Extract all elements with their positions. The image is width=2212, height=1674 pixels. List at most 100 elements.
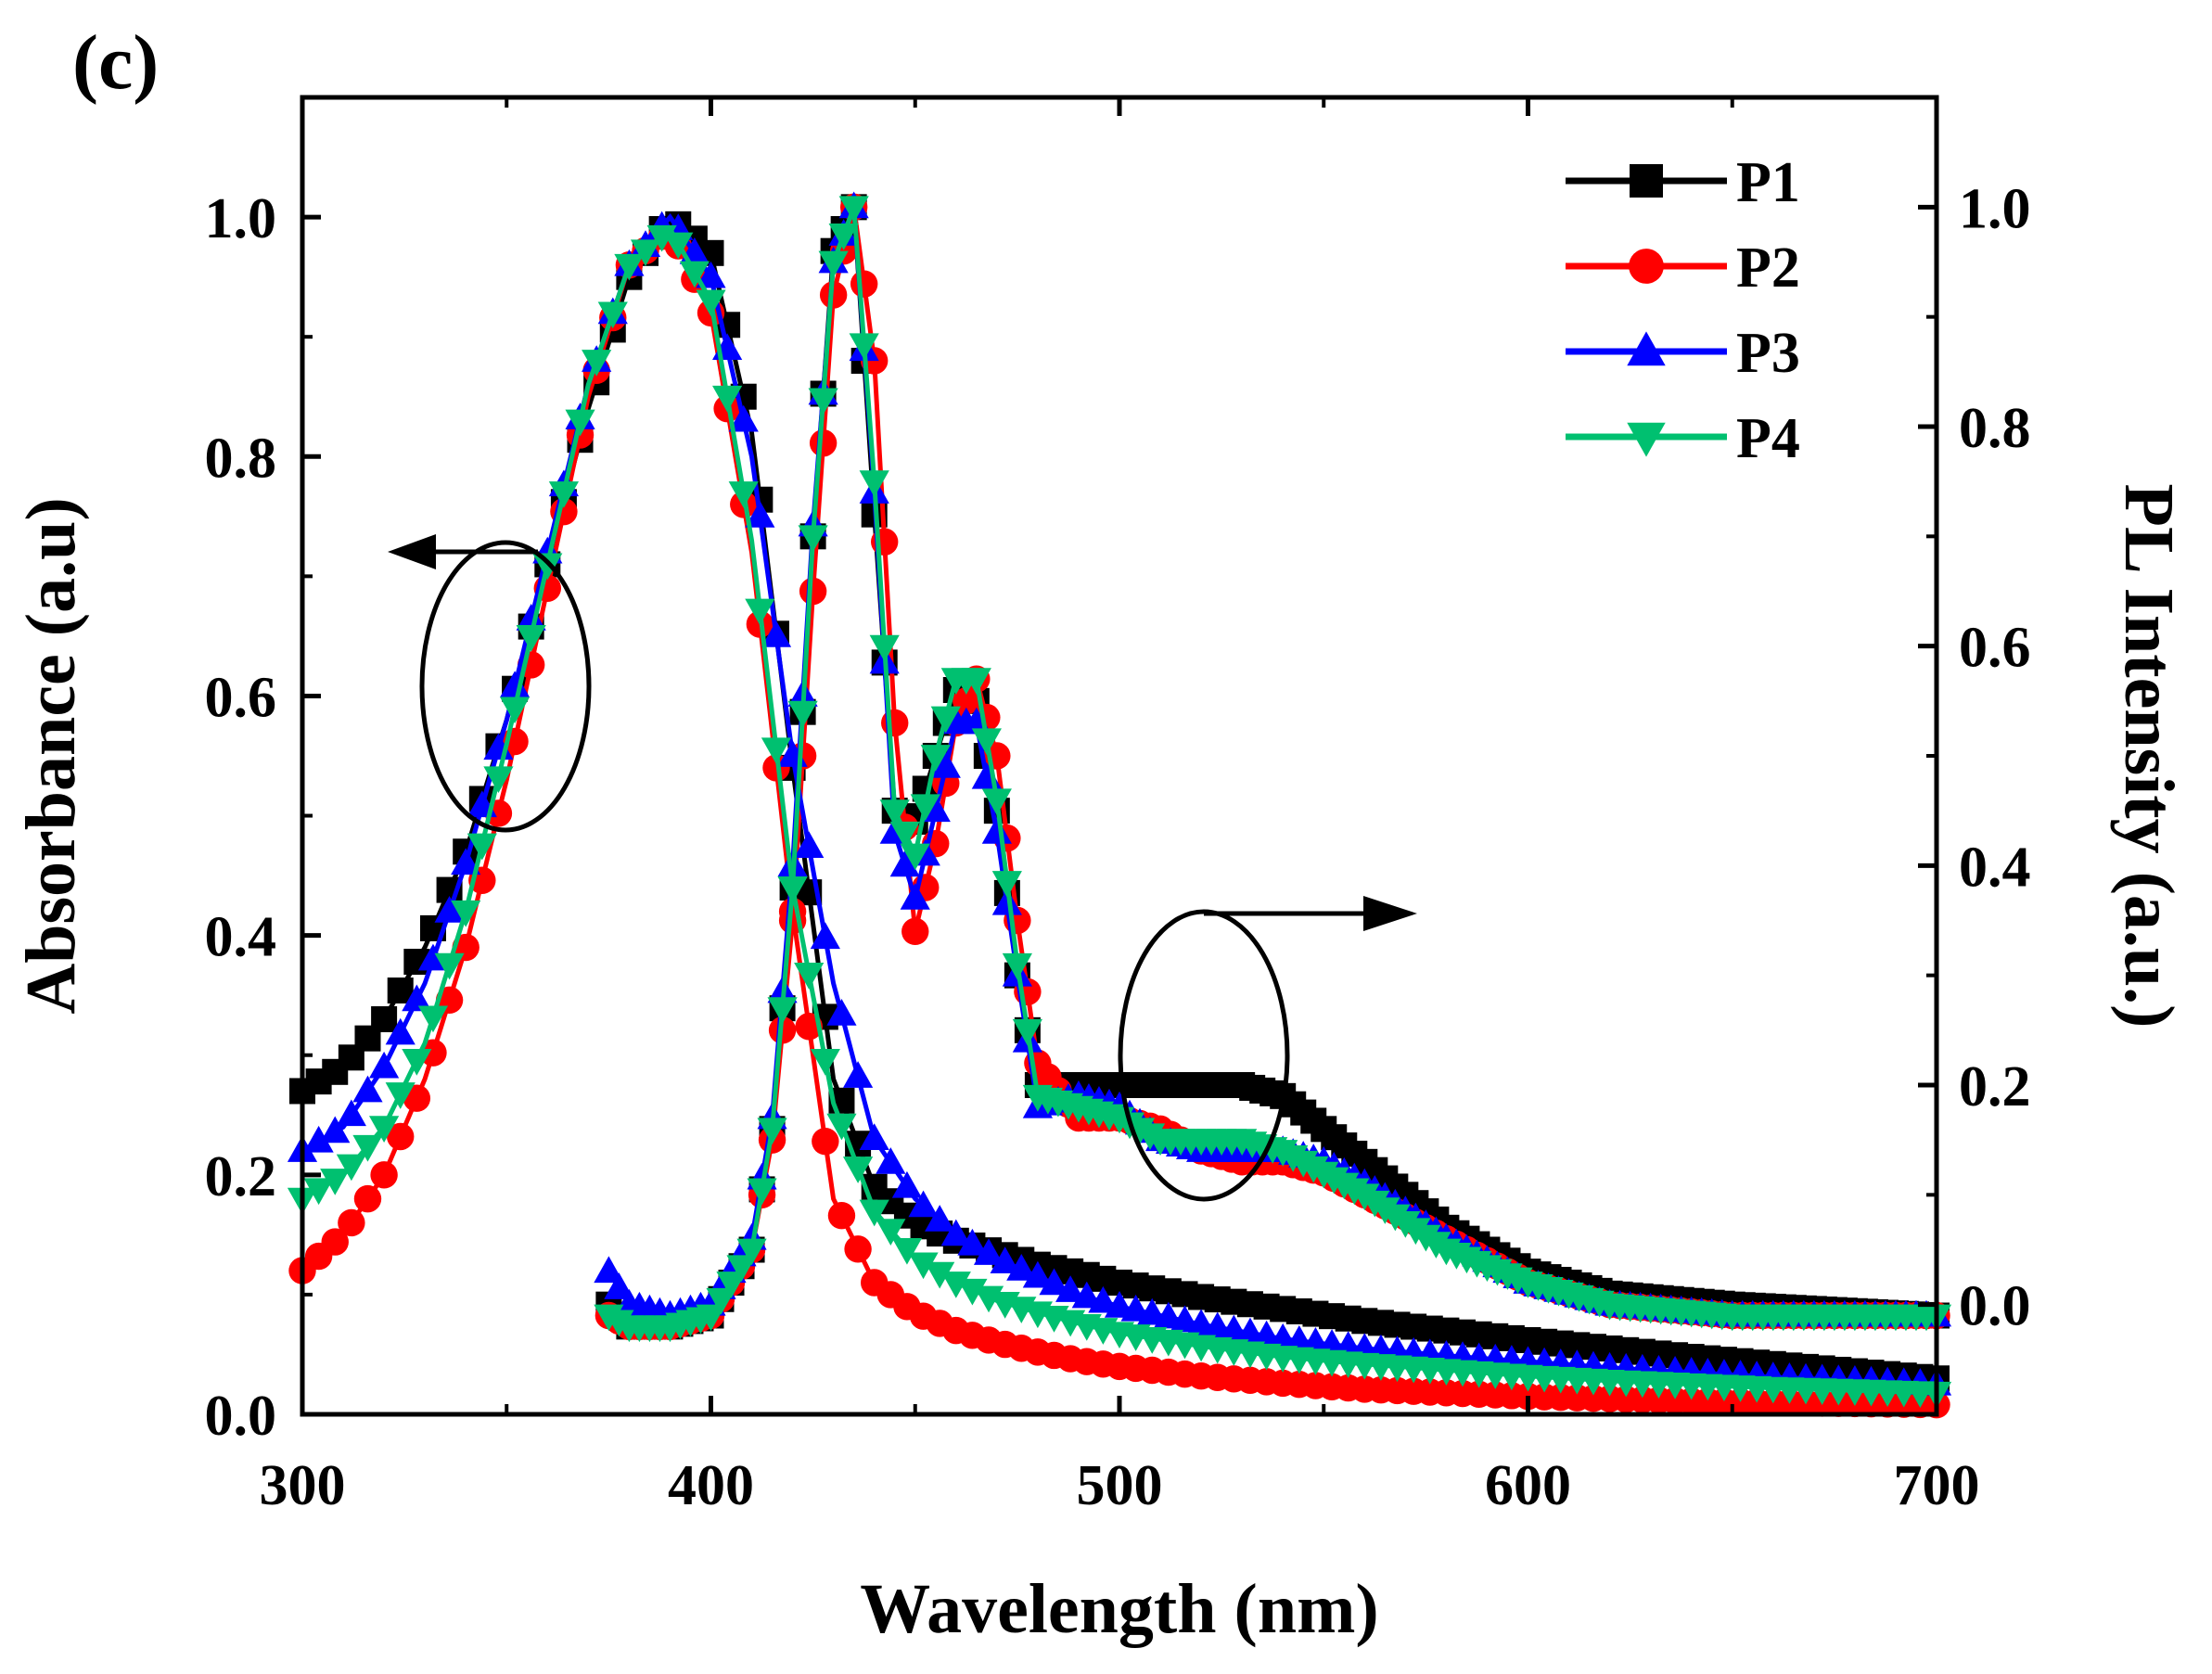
p4-pl-point bbox=[747, 1178, 777, 1206]
p4-absorbance-point bbox=[402, 1048, 432, 1076]
left-y-axis-title: Absorbance (a.u) bbox=[12, 497, 90, 1014]
right-y-tick-label: 0.0 bbox=[1959, 1275, 2031, 1338]
p4-absorbance-point bbox=[483, 766, 514, 794]
p3-absorbance-point bbox=[973, 1238, 1004, 1265]
p2-absorbance-point bbox=[419, 1039, 447, 1067]
legend: P1 P2 P3 P4 bbox=[1566, 151, 1800, 470]
p4-absorbance-point bbox=[925, 1261, 955, 1289]
p3-absorbance-point bbox=[826, 999, 857, 1026]
p4-absorbance-point bbox=[957, 1278, 988, 1306]
p4-absorbance-series bbox=[287, 224, 1952, 1409]
legend-item-p1: P1 bbox=[1566, 151, 1800, 214]
p3-absorbance-point bbox=[794, 831, 825, 859]
x-tick-label: 600 bbox=[1485, 1454, 1571, 1517]
p1-absorbance-point bbox=[371, 1006, 398, 1032]
p4-absorbance-point bbox=[908, 1252, 939, 1280]
left-axis-annotation bbox=[388, 534, 592, 833]
right-axis-annotation bbox=[1118, 896, 1417, 1202]
left-y-tick-label: 0.6 bbox=[205, 666, 277, 729]
p4-absorbance-point bbox=[532, 553, 563, 581]
p3-absorbance-point bbox=[745, 501, 775, 528]
p3-pl-point bbox=[900, 883, 930, 910]
x-tick-label: 700 bbox=[1894, 1454, 1980, 1517]
p4-pl-point bbox=[879, 799, 910, 826]
p4-absorbance-point bbox=[876, 1219, 906, 1246]
p4-pl-point bbox=[706, 1287, 736, 1315]
right-y-tick-label: 0.2 bbox=[1959, 1055, 2031, 1118]
p3-absorbance-point bbox=[369, 1051, 400, 1079]
right-y-tick-label: 0.8 bbox=[1959, 397, 2031, 460]
p4-pl-point bbox=[991, 871, 1022, 898]
legend-label: P4 bbox=[1736, 407, 1800, 470]
legend-label: P2 bbox=[1736, 236, 1800, 300]
right-arrow-icon bbox=[1363, 896, 1417, 931]
p4-pl-point bbox=[777, 876, 808, 903]
p4-absorbance-point bbox=[663, 232, 694, 260]
absorbance-ellipse bbox=[419, 540, 592, 833]
p2-pl-point bbox=[799, 577, 827, 606]
p3-absorbance-point bbox=[925, 1205, 955, 1232]
p3-absorbance-point bbox=[810, 922, 840, 950]
p2-pl-point bbox=[809, 429, 837, 457]
p4-absorbance-point bbox=[810, 1048, 840, 1076]
p2-absorbance-point bbox=[321, 1228, 349, 1256]
x-axis-ticks: 300 400 500 600 700 bbox=[260, 97, 1980, 1517]
x-axis-title: Wavelength (nm) bbox=[860, 1570, 1378, 1648]
p4-pl-point bbox=[696, 1304, 726, 1332]
p4-absorbance-point bbox=[597, 301, 628, 329]
p4-absorbance-point bbox=[336, 1154, 366, 1182]
p4-pl-point bbox=[859, 470, 889, 497]
p4-pl-point bbox=[889, 821, 920, 849]
p4-absorbance-point bbox=[630, 239, 661, 267]
p2-absorbance-point bbox=[353, 1184, 382, 1213]
p3-absorbance-point bbox=[940, 1219, 971, 1246]
p4-absorbance-point bbox=[891, 1237, 923, 1265]
p4-pl-point bbox=[828, 224, 859, 250]
p3-absorbance-point bbox=[451, 848, 481, 875]
p4-pl-series bbox=[594, 196, 1952, 1343]
p3-absorbance-point bbox=[761, 620, 792, 647]
p4-pl-point bbox=[849, 333, 879, 361]
p3-absorbance-point bbox=[859, 1123, 889, 1150]
p4-pl-point bbox=[838, 196, 869, 224]
legend-label: P3 bbox=[1736, 322, 1800, 385]
left-y-tick-label: 0.4 bbox=[205, 906, 277, 969]
right-y-tick-label: 0.6 bbox=[1959, 617, 2031, 680]
p4-absorbance-point bbox=[761, 737, 792, 765]
right-y-tick-label: 0.4 bbox=[1959, 836, 2031, 899]
p4-absorbance-point bbox=[451, 900, 481, 927]
p4-pl-point bbox=[930, 706, 961, 734]
p1-absorbance-line bbox=[300, 213, 1937, 1381]
p4-absorbance-point bbox=[582, 350, 612, 377]
p3-absorbance-point bbox=[908, 1190, 939, 1218]
p3-pl-point bbox=[604, 1272, 634, 1299]
p4-pl-point bbox=[798, 525, 828, 553]
p4-absorbance-point bbox=[826, 1113, 857, 1141]
p4-pl-point bbox=[971, 728, 1002, 756]
p3-absorbance-point bbox=[434, 896, 465, 923]
p4-pl-point bbox=[869, 634, 900, 662]
p2-absorbance-point bbox=[844, 1235, 872, 1263]
left-y-tick-label: 0.8 bbox=[205, 427, 277, 490]
p4-absorbance-point bbox=[548, 481, 580, 508]
left-y-tick-label: 0.2 bbox=[205, 1145, 277, 1208]
p4-absorbance-point bbox=[565, 409, 595, 437]
p2-absorbance-point bbox=[370, 1161, 398, 1189]
p3-absorbance-point bbox=[336, 1099, 366, 1127]
p2-absorbance-point bbox=[812, 1127, 839, 1156]
p4-absorbance-point bbox=[794, 963, 825, 990]
p3-absorbance-series bbox=[287, 211, 1952, 1396]
p4-absorbance-point bbox=[614, 253, 645, 281]
p4-pl-point bbox=[1012, 1018, 1042, 1046]
p4-pl-point bbox=[767, 997, 798, 1024]
left-y-tick-label: 0.0 bbox=[205, 1385, 277, 1448]
p3-absorbance-point bbox=[728, 404, 759, 432]
p2-absorbance-line bbox=[300, 224, 1937, 1408]
p4-absorbance-point bbox=[940, 1271, 971, 1298]
left-arrow-icon bbox=[388, 534, 436, 569]
data-curves bbox=[287, 191, 1952, 1419]
p3-pl-point bbox=[889, 850, 920, 877]
right-y-axis-title: PL Intensity (a.u.) bbox=[2110, 484, 2188, 1029]
p3-absorbance-point bbox=[1055, 1275, 1086, 1302]
p4-absorbance-point bbox=[712, 385, 743, 413]
